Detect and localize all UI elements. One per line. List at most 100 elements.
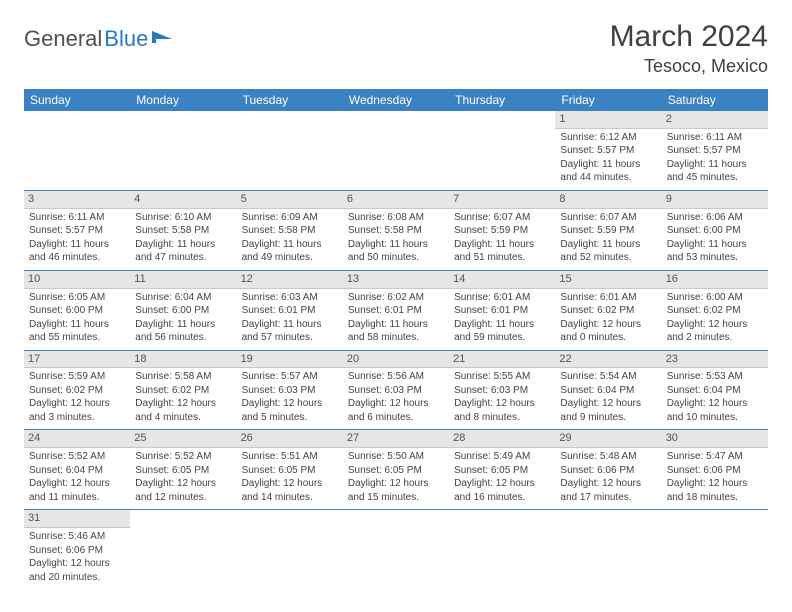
day-number: 9: [662, 191, 768, 209]
day-number: 11: [130, 271, 236, 289]
sunrise-line: Sunrise: 5:47 AM: [667, 450, 763, 464]
calendar-cell: 17Sunrise: 5:59 AMSunset: 6:02 PMDayligh…: [24, 350, 130, 430]
calendar-cell: [449, 111, 555, 190]
daylight-line: Daylight: 11 hours and 57 minutes.: [242, 318, 338, 345]
daylight-line: Daylight: 12 hours and 8 minutes.: [454, 397, 550, 424]
day-number: 31: [24, 510, 130, 528]
calendar-cell: 2Sunrise: 6:11 AMSunset: 5:57 PMDaylight…: [662, 111, 768, 190]
calendar-cell: 7Sunrise: 6:07 AMSunset: 5:59 PMDaylight…: [449, 190, 555, 270]
day-number: 21: [449, 351, 555, 369]
calendar-cell: 8Sunrise: 6:07 AMSunset: 5:59 PMDaylight…: [555, 190, 661, 270]
calendar-cell: 19Sunrise: 5:57 AMSunset: 6:03 PMDayligh…: [237, 350, 343, 430]
sunset-line: Sunset: 6:00 PM: [135, 304, 231, 318]
daylight-line: Daylight: 12 hours and 4 minutes.: [135, 397, 231, 424]
day-number: 10: [24, 271, 130, 289]
calendar-cell: 27Sunrise: 5:50 AMSunset: 6:05 PMDayligh…: [343, 430, 449, 510]
sunrise-line: Sunrise: 6:09 AM: [242, 211, 338, 225]
daylight-line: Daylight: 11 hours and 56 minutes.: [135, 318, 231, 345]
title-block: March 2024 Tesoco, Mexico: [610, 20, 768, 77]
sunrise-line: Sunrise: 5:49 AM: [454, 450, 550, 464]
sunset-line: Sunset: 6:04 PM: [667, 384, 763, 398]
day-number: 12: [237, 271, 343, 289]
sunrise-line: Sunrise: 6:07 AM: [454, 211, 550, 225]
calendar-cell: 13Sunrise: 6:02 AMSunset: 6:01 PMDayligh…: [343, 270, 449, 350]
calendar-cell: 11 Sunrise: 6:04 AMSunset: 6:00 PMDayligh…: [130, 270, 236, 350]
sunset-line: Sunset: 5:57 PM: [560, 144, 656, 158]
logo: GeneralBlue: [24, 26, 174, 52]
sunrise-line: Sunrise: 6:12 AM: [560, 131, 656, 145]
calendar-cell: 10Sunrise: 6:05 AMSunset: 6:00 PMDayligh…: [24, 270, 130, 350]
sunset-line: Sunset: 6:01 PM: [454, 304, 550, 318]
day-number: 13: [343, 271, 449, 289]
daylight-line: Daylight: 12 hours and 15 minutes.: [348, 477, 444, 504]
sunrise-line: Sunrise: 6:04 AM: [135, 291, 231, 305]
calendar-cell: 15Sunrise: 6:01 AMSunset: 6:02 PMDayligh…: [555, 270, 661, 350]
daylight-line: Daylight: 11 hours and 44 minutes.: [560, 158, 656, 185]
day-number: 27: [343, 430, 449, 448]
day-number: 19: [237, 351, 343, 369]
sunrise-line: Sunrise: 5:52 AM: [135, 450, 231, 464]
calendar-cell: 1 Sunrise: 6:12 AMSunset: 5:57 PMDaylight…: [555, 111, 661, 190]
calendar-cell: 16Sunrise: 6:00 AMSunset: 6:02 PMDayligh…: [662, 270, 768, 350]
sunrise-line: Sunrise: 5:58 AM: [135, 370, 231, 384]
sunrise-line: Sunrise: 5:48 AM: [560, 450, 656, 464]
day-number: 1: [555, 111, 661, 129]
sunset-line: Sunset: 6:01 PM: [348, 304, 444, 318]
day-number: 7: [449, 191, 555, 209]
calendar-cell: 30Sunrise: 5:47 AMSunset: 6:06 PMDayligh…: [662, 430, 768, 510]
sunrise-line: Sunrise: 5:50 AM: [348, 450, 444, 464]
calendar-cell: [449, 510, 555, 589]
calendar-cell: 4Sunrise: 6:10 AMSunset: 5:58 PMDaylight…: [130, 190, 236, 270]
month-title: March 2024: [610, 20, 768, 54]
sunrise-line: Sunrise: 6:11 AM: [667, 131, 763, 145]
sunrise-line: Sunrise: 5:57 AM: [242, 370, 338, 384]
sunset-line: Sunset: 5:57 PM: [29, 224, 125, 238]
sunrise-line: Sunrise: 5:46 AM: [29, 530, 125, 544]
sunrise-line: Sunrise: 5:59 AM: [29, 370, 125, 384]
header: GeneralBlue March 2024 Tesoco, Mexico: [24, 20, 768, 77]
sunset-line: Sunset: 6:00 PM: [667, 224, 763, 238]
daylight-line: Daylight: 11 hours and 53 minutes.: [667, 238, 763, 265]
daylight-line: Daylight: 12 hours and 10 minutes.: [667, 397, 763, 424]
sunrise-line: Sunrise: 5:56 AM: [348, 370, 444, 384]
calendar-cell: 5Sunrise: 6:09 AMSunset: 5:58 PMDaylight…: [237, 190, 343, 270]
day-number: 16: [662, 271, 768, 289]
sunrise-line: Sunrise: 6:01 AM: [560, 291, 656, 305]
sunset-line: Sunset: 6:06 PM: [29, 544, 125, 558]
daylight-line: Daylight: 12 hours and 17 minutes.: [560, 477, 656, 504]
calendar-cell: 12Sunrise: 6:03 AMSunset: 6:01 PMDayligh…: [237, 270, 343, 350]
daylight-line: Daylight: 12 hours and 20 minutes.: [29, 557, 125, 584]
daylight-line: Daylight: 11 hours and 45 minutes.: [667, 158, 763, 185]
sunset-line: Sunset: 6:04 PM: [29, 464, 125, 478]
location: Tesoco, Mexico: [610, 56, 768, 77]
day-number: 22: [555, 351, 661, 369]
sunset-line: Sunset: 6:02 PM: [135, 384, 231, 398]
col-sunday: Sunday: [24, 89, 130, 111]
calendar-cell: 26Sunrise: 5:51 AMSunset: 6:05 PMDayligh…: [237, 430, 343, 510]
daylight-line: Daylight: 12 hours and 14 minutes.: [242, 477, 338, 504]
sunrise-line: Sunrise: 5:52 AM: [29, 450, 125, 464]
day-number: 29: [555, 430, 661, 448]
calendar-cell: 25Sunrise: 5:52 AMSunset: 6:05 PMDayligh…: [130, 430, 236, 510]
sunset-line: Sunset: 6:02 PM: [667, 304, 763, 318]
calendar-cell: [343, 510, 449, 589]
calendar-cell: 20Sunrise: 5:56 AMSunset: 6:03 PMDayligh…: [343, 350, 449, 430]
calendar-header-row: Sunday Monday Tuesday Wednesday Thursday…: [24, 89, 768, 111]
calendar-table: Sunday Monday Tuesday Wednesday Thursday…: [24, 89, 768, 589]
sunset-line: Sunset: 6:03 PM: [454, 384, 550, 398]
daylight-line: Daylight: 12 hours and 11 minutes.: [29, 477, 125, 504]
daylight-line: Daylight: 12 hours and 3 minutes.: [29, 397, 125, 424]
sunrise-line: Sunrise: 6:06 AM: [667, 211, 763, 225]
calendar-cell: [662, 510, 768, 589]
logo-text-blue: Blue: [104, 26, 148, 52]
calendar-cell: 14Sunrise: 6:01 AMSunset: 6:01 PMDayligh…: [449, 270, 555, 350]
day-number: 5: [237, 191, 343, 209]
sunset-line: Sunset: 6:05 PM: [242, 464, 338, 478]
sunset-line: Sunset: 6:02 PM: [29, 384, 125, 398]
day-number: 14: [449, 271, 555, 289]
calendar-cell: 22Sunrise: 5:54 AMSunset: 6:04 PMDayligh…: [555, 350, 661, 430]
calendar-row: 1Sunrise: 6:12 AMSunset: 5:57 PMDaylight…: [24, 111, 768, 190]
day-number: 8: [555, 191, 661, 209]
sunset-line: Sunset: 5:58 PM: [348, 224, 444, 238]
calendar-cell: 21Sunrise: 5:55 AMSunset: 6:03 PMDayligh…: [449, 350, 555, 430]
